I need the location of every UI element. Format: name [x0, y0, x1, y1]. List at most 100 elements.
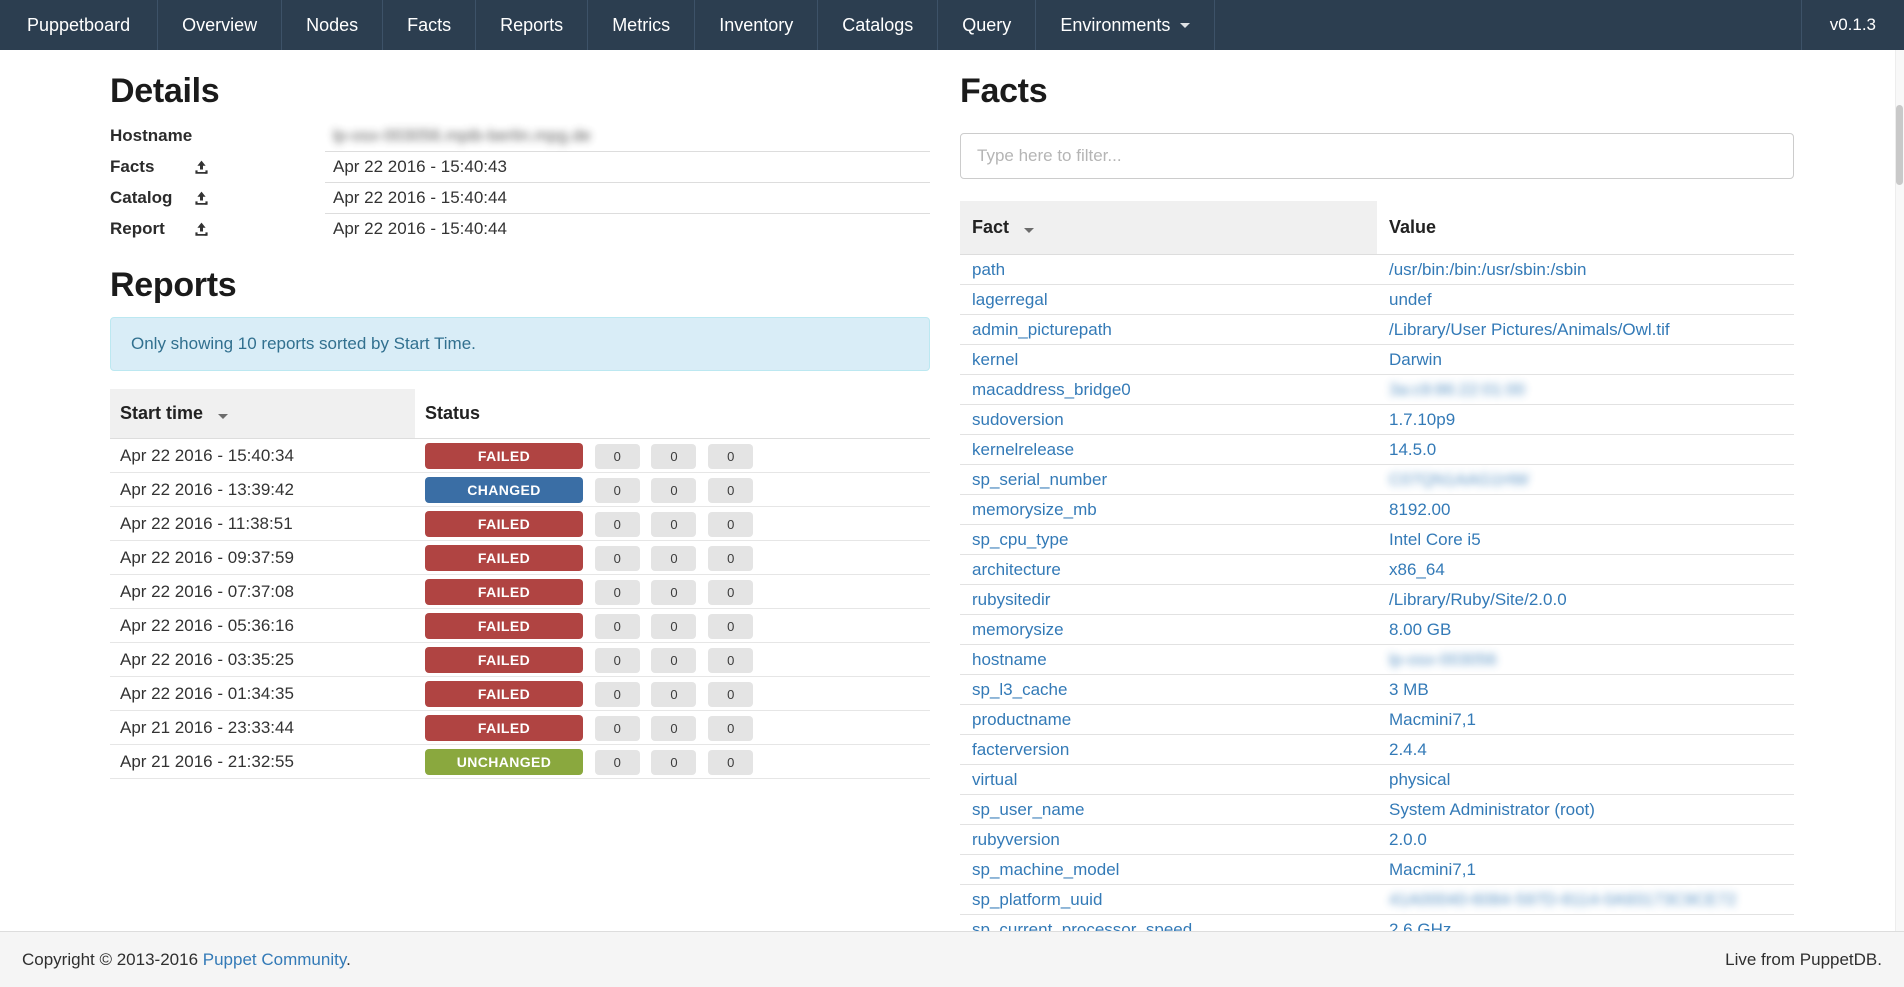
fact-name-link[interactable]: sudoversion: [972, 410, 1064, 429]
status-badge: FAILED: [425, 443, 583, 469]
facts-filter-input[interactable]: [960, 133, 1794, 179]
fact-value-link[interactable]: x86_64: [1389, 560, 1445, 579]
details-label: Report: [110, 219, 165, 238]
navbar-brand[interactable]: Puppetboard: [0, 0, 158, 50]
node-detail-column: Details Hostname: [110, 50, 930, 945]
navbar-item[interactable]: Reports: [476, 0, 588, 50]
fact-value-link[interactable]: 2.0.0: [1389, 830, 1427, 849]
fact-value-link[interactable]: /usr/bin:/bin:/usr/sbin:/sbin: [1389, 260, 1586, 279]
fact-name-link[interactable]: sp_serial_number: [972, 470, 1107, 489]
fact-value-link[interactable]: physical: [1389, 770, 1450, 789]
fact-row: sp_platform_uuid 41A00040-6084-597D-8114…: [960, 885, 1794, 915]
fact-value-link[interactable]: 14.5.0: [1389, 440, 1436, 459]
count-badge: 0: [595, 512, 640, 537]
fact-value-link[interactable]: Intel Core i5: [1389, 530, 1481, 549]
fact-name-link[interactable]: lagerregal: [972, 290, 1048, 309]
fact-row: memorysize 8.00 GB: [960, 615, 1794, 645]
fact-value-link[interactable]: /Library/Ruby/Site/2.0.0: [1389, 590, 1567, 609]
scrollbar-thumb[interactable]: [1896, 105, 1903, 185]
navbar-item[interactable]: Query: [938, 0, 1036, 50]
fact-row: macaddress_bridge0 3a:c9:86:22:01:00: [960, 375, 1794, 405]
count-badge: 0: [651, 648, 696, 673]
fact-value-link[interactable]: 1.7.10p9: [1389, 410, 1455, 429]
fact-value-link[interactable]: 41A00040-6084-597D-8114-0A93173C9CE72: [1389, 890, 1737, 909]
fact-value-link[interactable]: lp-osx-003056: [1389, 650, 1497, 669]
count-badge: 0: [651, 750, 696, 775]
facts-header-value[interactable]: Value: [1377, 201, 1794, 255]
fact-row: sp_serial_number C07QN1AAG1HW: [960, 465, 1794, 495]
fact-row: kernel Darwin: [960, 345, 1794, 375]
fact-value-link[interactable]: /Library/User Pictures/Animals/Owl.tif: [1389, 320, 1670, 339]
fact-name-link[interactable]: macaddress_bridge0: [972, 380, 1131, 399]
fact-name-link[interactable]: sp_l3_cache: [972, 680, 1067, 699]
navbar-item[interactable]: Environments: [1036, 0, 1215, 50]
fact-name-link[interactable]: sp_cpu_type: [972, 530, 1068, 549]
fact-name-link[interactable]: memorysize: [972, 620, 1064, 639]
fact-value-link[interactable]: C07QN1AAG1HW: [1389, 470, 1529, 489]
report-row: Apr 22 2016 - 05:36:16 FAILED 0 0 0: [110, 609, 930, 643]
fact-name-link[interactable]: facterversion: [972, 740, 1069, 759]
fact-name-link[interactable]: rubyversion: [972, 830, 1060, 849]
fact-name-link[interactable]: productname: [972, 710, 1071, 729]
navbar-item-label: Metrics: [612, 15, 670, 36]
fact-row: hostname lp-osx-003056: [960, 645, 1794, 675]
puppetdb-status-text: Live from PuppetDB.: [1725, 950, 1882, 970]
navbar-item-label: Inventory: [719, 15, 793, 36]
fact-value-link[interactable]: 8192.00: [1389, 500, 1450, 519]
navbar-item[interactable]: Inventory: [695, 0, 818, 50]
facts-sort-header-fact[interactable]: Fact: [960, 201, 1377, 255]
fact-name-link[interactable]: sp_platform_uuid: [972, 890, 1102, 909]
report-start-time: Apr 22 2016 - 09:37:59: [110, 541, 415, 575]
reports-sort-header-start-time[interactable]: Start time: [110, 389, 415, 439]
fact-row: sudoversion 1.7.10p9: [960, 405, 1794, 435]
fact-name-link[interactable]: admin_picturepath: [972, 320, 1112, 339]
report-start-time: Apr 22 2016 - 07:37:08: [110, 575, 415, 609]
navbar-item[interactable]: Catalogs: [818, 0, 938, 50]
fact-value-link[interactable]: Darwin: [1389, 350, 1442, 369]
details-row: Catalog Apr 22 2016 - 15:40:44: [110, 183, 930, 214]
reports-header-status[interactable]: Status: [415, 389, 930, 439]
fact-name-link[interactable]: kernelrelease: [972, 440, 1074, 459]
fact-value-link[interactable]: undef: [1389, 290, 1432, 309]
details-row: Facts Apr 22 2016 - 15:40:43: [110, 152, 930, 183]
count-badge: 0: [595, 546, 640, 571]
fact-name-link[interactable]: path: [972, 260, 1005, 279]
fact-name-link[interactable]: kernel: [972, 350, 1018, 369]
upload-icon: [194, 191, 209, 206]
fact-row: admin_picturepath /Library/User Pictures…: [960, 315, 1794, 345]
status-badge: FAILED: [425, 511, 583, 537]
fact-value-link[interactable]: 3 MB: [1389, 680, 1429, 699]
details-value: lp-osx-003056.mpib-berlin.mpg.de: [333, 126, 591, 145]
fact-name-link[interactable]: memorysize_mb: [972, 500, 1097, 519]
fact-row: sp_cpu_type Intel Core i5: [960, 525, 1794, 555]
navbar-item[interactable]: Facts: [383, 0, 476, 50]
fact-name-link[interactable]: sp_user_name: [972, 800, 1084, 819]
navbar-item[interactable]: Nodes: [282, 0, 383, 50]
navbar-item[interactable]: Overview: [158, 0, 282, 50]
fact-value-link[interactable]: System Administrator (root): [1389, 800, 1595, 819]
fact-value-link[interactable]: 3a:c9:86:22:01:00: [1389, 380, 1525, 399]
navbar-item[interactable]: Metrics: [588, 0, 695, 50]
fact-value-link[interactable]: Macmini7,1: [1389, 710, 1476, 729]
fact-name-link[interactable]: hostname: [972, 650, 1047, 669]
status-badge: CHANGED: [425, 477, 583, 503]
fact-name-link[interactable]: virtual: [972, 770, 1017, 789]
reports-table: Start time Status Apr 22 2016 - 15:40:34…: [110, 389, 930, 779]
details-table: Hostname lp-osx-003056.mpib-berlin.mpg.: [110, 121, 930, 244]
fact-name-link[interactable]: architecture: [972, 560, 1061, 579]
fact-value-link[interactable]: 2.4.4: [1389, 740, 1427, 759]
fact-row: virtual physical: [960, 765, 1794, 795]
fact-value-link[interactable]: 8.00 GB: [1389, 620, 1451, 639]
puppet-community-link[interactable]: Puppet Community: [203, 950, 346, 969]
count-badge: 0: [595, 648, 640, 673]
fact-name-link[interactable]: rubysitedir: [972, 590, 1050, 609]
fact-name-link[interactable]: sp_machine_model: [972, 860, 1119, 879]
details-value: Apr 22 2016 - 15:40:43: [333, 157, 507, 176]
navbar-item-label: Environments: [1060, 15, 1170, 36]
report-row: Apr 22 2016 - 03:35:25 FAILED 0 0 0: [110, 643, 930, 677]
report-row: Apr 22 2016 - 09:37:59 FAILED 0 0 0: [110, 541, 930, 575]
scrollbar[interactable]: [1895, 50, 1904, 931]
fact-value-link[interactable]: Macmini7,1: [1389, 860, 1476, 879]
details-label: Catalog: [110, 188, 172, 207]
count-badge: 0: [708, 580, 753, 605]
